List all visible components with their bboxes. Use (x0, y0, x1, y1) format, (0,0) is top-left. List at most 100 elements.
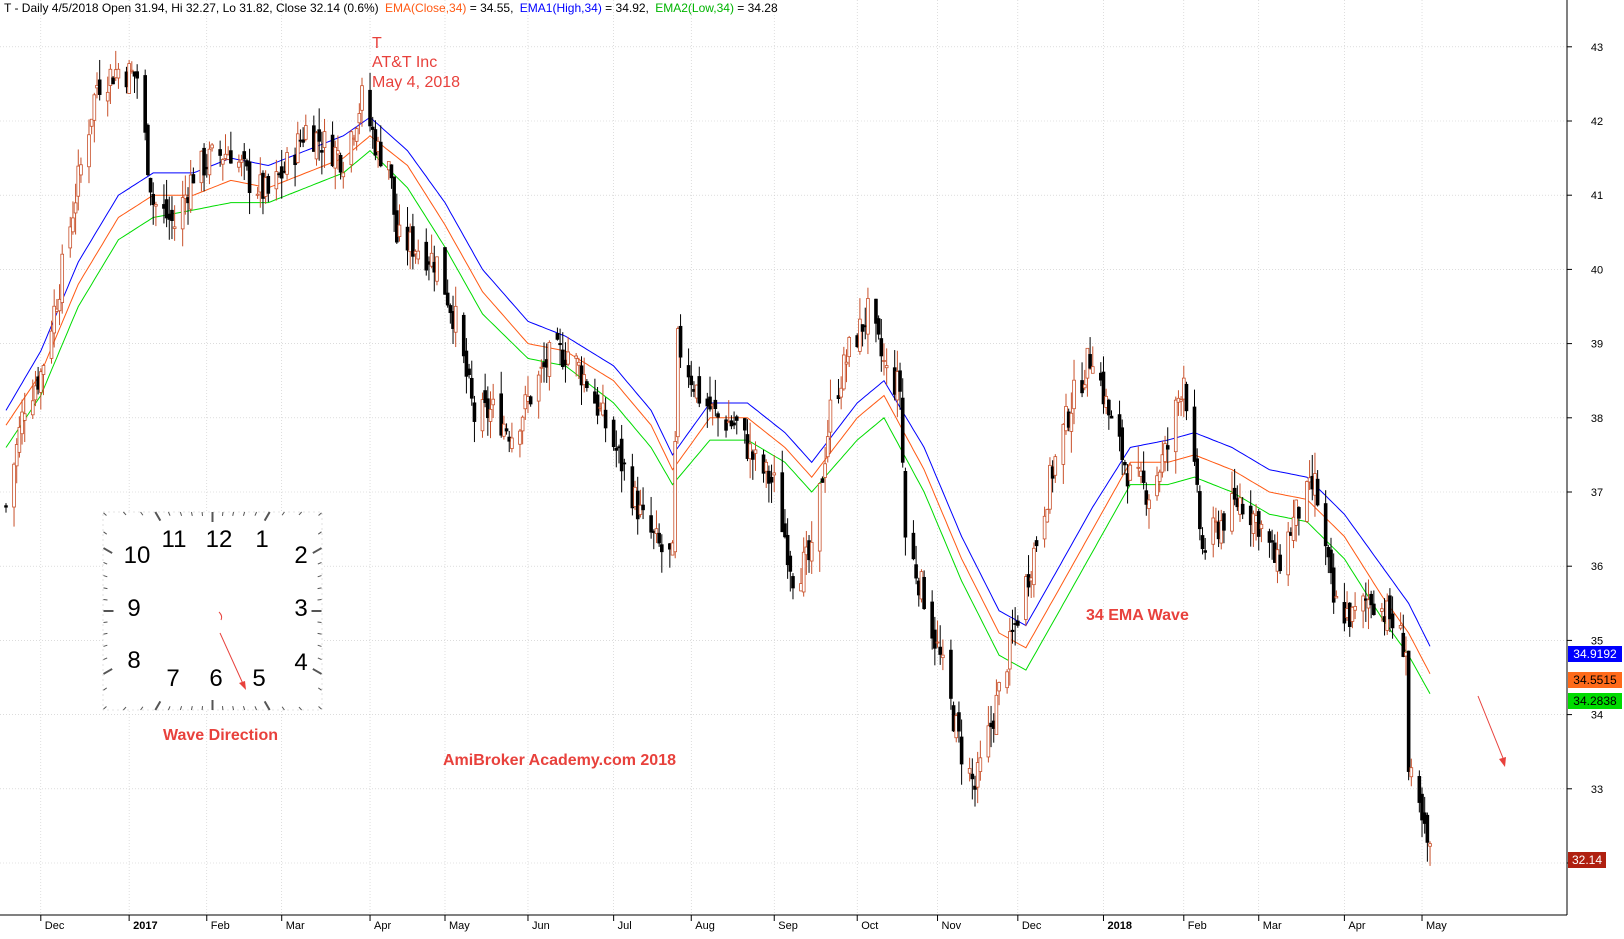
x-tick-label: Oct (861, 920, 878, 932)
candle (1407, 651, 1410, 781)
candle (1129, 463, 1132, 481)
candle (1123, 460, 1126, 475)
y-tick-label: 41 (1591, 190, 1603, 202)
clock-number: 12 (206, 526, 233, 553)
candle (117, 63, 120, 89)
annotation-company: AT&T Inc (372, 54, 437, 71)
candle (425, 228, 428, 275)
candle (1306, 481, 1309, 523)
x-tick-label: Feb (211, 920, 230, 932)
ema-high-value: = 34.92, (605, 1, 649, 15)
x-tick-label: Dec (45, 920, 65, 932)
clock-number: 7 (166, 665, 179, 692)
candle (1032, 542, 1035, 597)
candle (842, 347, 845, 391)
candle (1142, 451, 1145, 489)
badge-ema-high-text: 34.9192 (1573, 647, 1617, 661)
candle (1268, 529, 1271, 558)
candle (1174, 397, 1177, 474)
candle (1421, 787, 1424, 837)
candle (98, 60, 101, 100)
candle (1239, 483, 1242, 521)
x-tick-label: Apr (1348, 920, 1365, 932)
candle (136, 64, 139, 99)
clock-number: 9 (127, 595, 140, 622)
candle (912, 520, 915, 560)
forecast-arrow (1478, 696, 1505, 763)
x-tick-label: Dec (1022, 920, 1042, 932)
candle (286, 147, 289, 180)
candle (792, 573, 795, 599)
candle (444, 247, 447, 295)
badge-ema-high: 34.9192 (1568, 646, 1622, 662)
candle (88, 119, 91, 183)
candle (1193, 390, 1196, 466)
candle (709, 377, 712, 412)
candle (818, 483, 821, 572)
candle (411, 214, 414, 270)
candle (1257, 509, 1260, 551)
candle (1046, 509, 1049, 523)
x-tick-label: 2017 (133, 920, 157, 932)
candle (454, 287, 457, 347)
candle (165, 180, 168, 227)
candle (612, 416, 615, 450)
candle (275, 160, 278, 201)
candle (1006, 669, 1009, 693)
x-tick-label: 2018 (1107, 920, 1131, 932)
candle (556, 328, 559, 341)
clock-number: 3 (294, 595, 307, 622)
y-tick-label: 33 (1591, 784, 1603, 796)
candle (548, 340, 551, 390)
x-tick-label: Feb (1188, 920, 1207, 932)
annotation-date: May 4, 2018 (372, 74, 460, 91)
y-axis: 323334353637383940414243 (1567, 42, 1603, 870)
candle (1156, 467, 1159, 501)
candle (221, 158, 224, 181)
candle (749, 423, 752, 479)
forecast-arrow-head (1499, 757, 1506, 767)
candle (1166, 427, 1169, 471)
badge-ema-close-text: 34.5515 (1573, 673, 1617, 687)
x-tick-label: Mar (286, 920, 305, 932)
ema-close-label: EMA(Close,34) (385, 1, 466, 15)
candle (5, 503, 8, 512)
ema-low-label: EMA2(Low,34) (655, 1, 734, 15)
candle (1231, 472, 1234, 535)
candle (537, 371, 540, 419)
x-tick-label: Sep (778, 920, 798, 932)
candle (773, 455, 776, 492)
candle (237, 154, 240, 172)
candle (519, 429, 522, 457)
y-tick-label: 36 (1591, 561, 1603, 573)
candle (470, 361, 473, 406)
candle (620, 425, 623, 492)
candle (155, 202, 158, 226)
candle (1287, 522, 1290, 586)
candle (280, 150, 283, 199)
annotation-symbol: T (372, 35, 382, 52)
candle (23, 393, 26, 442)
clock-number: 4 (294, 649, 307, 676)
candle (296, 122, 299, 164)
candle (146, 123, 149, 176)
candle (436, 256, 439, 285)
candle (1121, 420, 1124, 476)
candle (950, 640, 953, 710)
clock-number: 1 (255, 526, 268, 553)
candle (379, 125, 382, 167)
candle (714, 380, 717, 417)
candle (1426, 813, 1429, 862)
candle (334, 141, 337, 189)
candle (93, 93, 96, 143)
y-tick-label: 39 (1591, 339, 1603, 351)
candle (1081, 362, 1084, 397)
candle (877, 315, 880, 339)
candle (904, 468, 907, 556)
wave-direction-label: Wave Direction (163, 727, 278, 744)
candle (248, 149, 251, 214)
candle (355, 126, 358, 150)
